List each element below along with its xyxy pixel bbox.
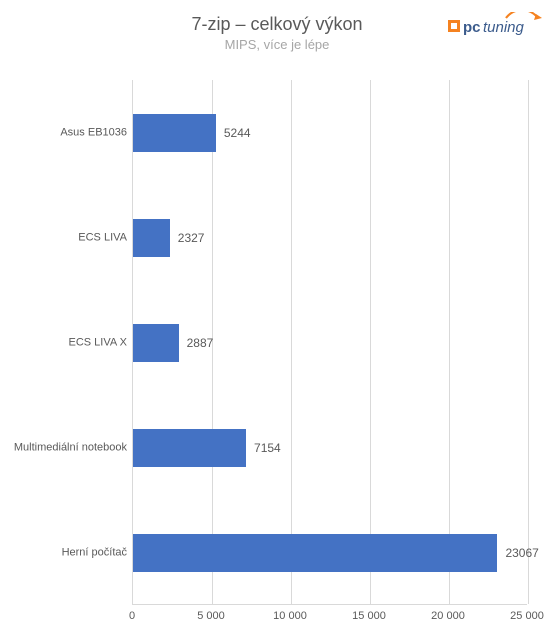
gridline <box>291 80 292 604</box>
category-label: Multimediální notebook <box>2 441 127 454</box>
bar-value-label: 7154 <box>254 441 281 455</box>
category-label: ECS LIVA <box>2 231 127 244</box>
bar-value-label: 5244 <box>224 126 251 140</box>
x-axis-tick: 10 000 <box>273 610 307 622</box>
category-label: Asus EB1036 <box>2 126 127 139</box>
x-axis-tick: 5 000 <box>197 610 225 622</box>
bar-value-label: 2327 <box>178 231 205 245</box>
bar-value-label: 2887 <box>187 336 214 350</box>
gridline <box>528 80 529 604</box>
x-axis-tick: 25 000 <box>510 610 544 622</box>
bar <box>133 429 246 467</box>
svg-text:tuning: tuning <box>483 19 525 36</box>
bar <box>133 219 170 257</box>
gridline <box>370 80 371 604</box>
x-axis-tick: 0 <box>129 610 135 622</box>
category-label: Herní počítač <box>2 546 127 559</box>
bar-value-label: 23067 <box>505 546 538 560</box>
bar-row: 23067 <box>133 534 497 572</box>
chart-container: 7-zip – celkový výkon MIPS, více je lépe… <box>0 0 554 641</box>
bar-row: 2327 <box>133 219 170 257</box>
bar-row: 5244 <box>133 114 216 152</box>
gridline <box>449 80 450 604</box>
bar <box>133 114 216 152</box>
bar-row: 2887 <box>133 324 179 362</box>
x-axis-tick: 15 000 <box>352 610 386 622</box>
x-axis-tick: 20 000 <box>431 610 465 622</box>
pctuning-logo: pc tuning <box>448 12 544 40</box>
bar <box>133 534 497 572</box>
bar <box>133 324 179 362</box>
svg-text:pc: pc <box>463 19 481 36</box>
category-label: ECS LIVA X <box>2 336 127 349</box>
bar-row: 7154 <box>133 429 246 467</box>
plot-area: 5244 2327 2887 7154 23067 <box>132 80 527 605</box>
